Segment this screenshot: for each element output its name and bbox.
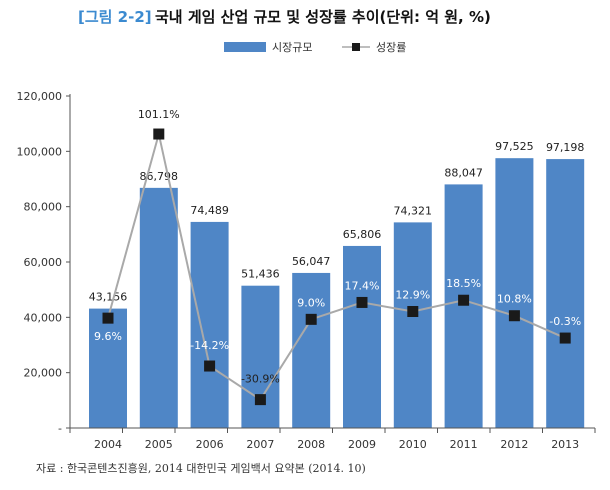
growth-value-label: 10.8%	[497, 293, 532, 306]
y-axis: - 20,000 40,000 60,000 80,000 100,000 120,000	[17, 90, 71, 435]
bar-value-label: 43,156	[89, 291, 128, 304]
growth-value-label: 101.1%	[138, 108, 180, 121]
bar	[89, 308, 127, 428]
legend-bar-label: 시장규모	[272, 41, 312, 54]
growth-marker	[508, 310, 520, 322]
growth-marker	[305, 313, 317, 325]
growth-value-label: 18.5%	[446, 277, 481, 290]
bar-value-label: 97,525	[495, 140, 534, 153]
x-tick-label: 2008	[297, 438, 325, 451]
source-note: 자료 : 한국콘텐츠진흥원, 2014 대한민국 게임백서 요약본 (2014.…	[36, 461, 366, 475]
y-tick-label: 40,000	[24, 311, 63, 324]
bar	[241, 285, 280, 428]
growth-value-label: -14.2%	[190, 339, 229, 352]
legend-line-label: 성장률	[376, 41, 406, 54]
bar-value-label: 56,047	[292, 255, 331, 268]
growth-labels: 9.6% 101.1% -14.2% -30.9% 9.0% 17.4% 12.9% 18.5…	[94, 108, 581, 386]
growth-value-label: 12.9%	[395, 288, 430, 301]
figure-label: [그림 2-2]	[78, 8, 152, 26]
x-tick-label: 2009	[348, 438, 376, 451]
bar	[546, 159, 585, 428]
growth-marker	[559, 332, 571, 344]
legend-bar-swatch	[224, 42, 266, 52]
y-tick-label: 60,000	[24, 256, 63, 269]
bar-value-label: 51,436	[241, 268, 280, 281]
growth-value-label: 17.4%	[345, 279, 380, 292]
x-tick-label: 2007	[246, 438, 274, 451]
bar-value-label: 88,047	[444, 166, 483, 179]
growth-value-label: 9.6%	[94, 330, 122, 343]
growth-marker	[407, 305, 419, 317]
bar-value-label: 74,321	[394, 204, 433, 217]
bar	[393, 222, 432, 428]
growth-marker	[153, 128, 165, 140]
figure-title: 국내 게임 산업 규모 및 성장률 추이(단위: 억 원, %)	[155, 8, 491, 26]
x-tick-label: 2010	[399, 438, 427, 451]
growth-marker	[204, 360, 216, 372]
bar	[444, 184, 483, 428]
x-tick-label: 2005	[145, 438, 173, 451]
bar	[343, 245, 381, 428]
x-tick-label: 2006	[196, 438, 224, 451]
y-tick-label: -	[58, 422, 62, 435]
bar-value-label: 97,198	[546, 141, 585, 154]
x-tick-label: 2011	[450, 438, 478, 451]
bar-value-label: 74,489	[190, 204, 229, 217]
legend: 시장규모 성장률	[224, 41, 406, 54]
growth-marker	[458, 294, 470, 306]
growth-value-label: -0.3%	[549, 315, 581, 328]
y-tick-label: 80,000	[24, 201, 63, 214]
y-tick-label: 100,000	[17, 145, 63, 158]
growth-value-label: 9.0%	[297, 296, 325, 309]
legend-line-marker	[352, 43, 360, 51]
bar-value-label: 65,806	[343, 228, 382, 241]
y-tick-label: 120,000	[17, 90, 63, 103]
bar	[495, 158, 534, 428]
bar	[139, 187, 178, 428]
growth-marker	[102, 312, 114, 324]
bars	[89, 158, 585, 428]
y-tick-label: 20,000	[24, 367, 63, 380]
bar	[292, 272, 331, 428]
x-tick-label: 2004	[94, 438, 122, 451]
growth-value-label: -30.9%	[241, 373, 280, 386]
growth-line	[102, 128, 571, 406]
growth-marker	[254, 394, 266, 406]
growth-marker	[356, 296, 368, 308]
growth-polyline	[107, 133, 566, 402]
x-tick-label: 2013	[551, 438, 579, 451]
bar-labels: 43,15686,79874,48951,43656,04765,80674,3…	[89, 140, 585, 303]
x-tick-label: 2012	[500, 438, 528, 451]
x-axis: 2004 2005 2006 2007 2008 2009 2010 2011 2012 2013	[69, 427, 596, 451]
bar	[190, 221, 229, 428]
